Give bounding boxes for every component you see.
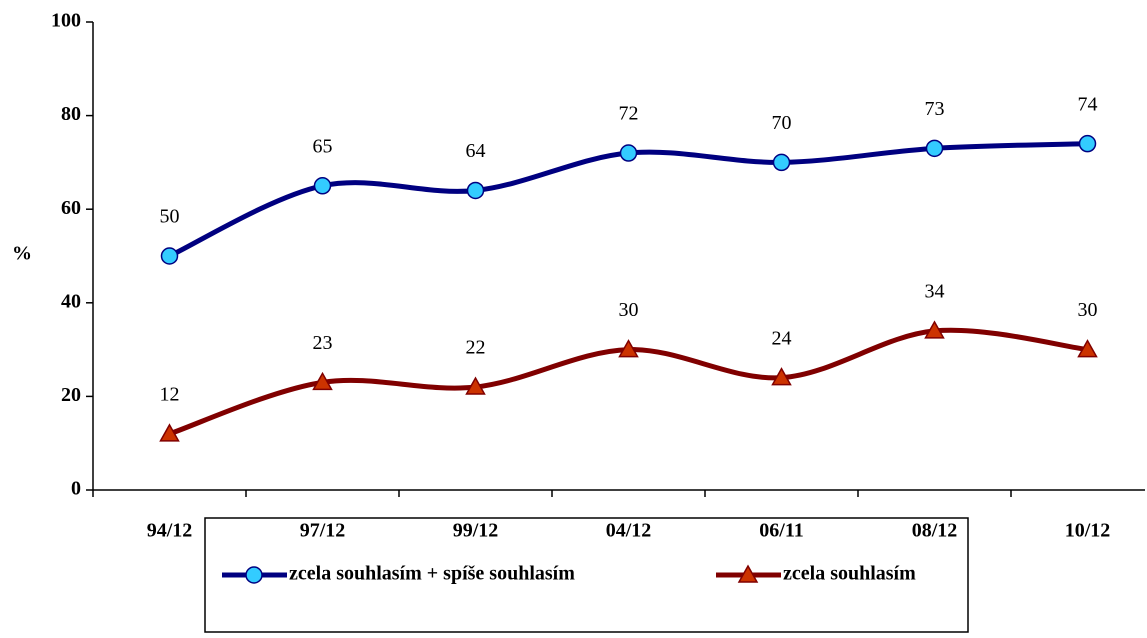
data-point	[1078, 134, 1097, 153]
data-point	[1077, 339, 1098, 358]
data-point	[159, 423, 180, 442]
value-label: 73	[925, 98, 945, 120]
x-tick-label: 08/12	[912, 520, 958, 542]
value-label: 65	[313, 135, 333, 157]
data-point	[312, 371, 333, 391]
value-label: 30	[619, 299, 639, 321]
data-point	[772, 153, 791, 172]
y-axis-label: %	[12, 243, 32, 265]
legend-label: zcela souhlasím + spíše souhlasím	[289, 563, 575, 585]
value-label: 50	[160, 206, 180, 228]
data-point	[771, 367, 792, 386]
legend-label: zcela souhlasím	[783, 563, 916, 585]
value-label: 22	[466, 337, 486, 359]
value-label: 24	[772, 327, 792, 349]
x-tick-label: 10/12	[1065, 520, 1111, 542]
value-label: 64	[466, 140, 486, 162]
y-tick-label: 80	[61, 103, 81, 125]
y-tick-label: 0	[71, 478, 81, 500]
data-point	[160, 247, 179, 265]
legend-box	[204, 517, 969, 633]
data-point	[313, 177, 332, 195]
value-label: 34	[925, 280, 945, 302]
legend-marker	[245, 566, 263, 584]
data-point	[925, 139, 944, 158]
data-point	[618, 339, 639, 358]
y-tick-label: 60	[61, 197, 81, 219]
data-point	[465, 376, 486, 395]
value-label: 12	[160, 383, 180, 405]
y-tick-label: 40	[61, 290, 81, 312]
x-tick-label: 04/12	[606, 520, 652, 542]
data-point	[924, 320, 945, 339]
data-point	[619, 144, 638, 162]
value-label: 30	[1078, 299, 1098, 321]
x-tick-label: 97/12	[300, 520, 346, 542]
x-tick-label: 99/12	[453, 520, 499, 542]
legend-marker	[737, 564, 759, 583]
y-tick-label: 100	[51, 10, 81, 32]
x-tick-label: 06/11	[759, 520, 803, 542]
y-tick-label: 20	[61, 384, 81, 406]
value-label: 23	[313, 332, 333, 354]
value-label: 74	[1078, 93, 1098, 115]
x-tick-label: 94/12	[147, 520, 193, 542]
value-label: 70	[772, 112, 792, 134]
value-label: 72	[619, 103, 639, 125]
data-point	[466, 181, 485, 200]
